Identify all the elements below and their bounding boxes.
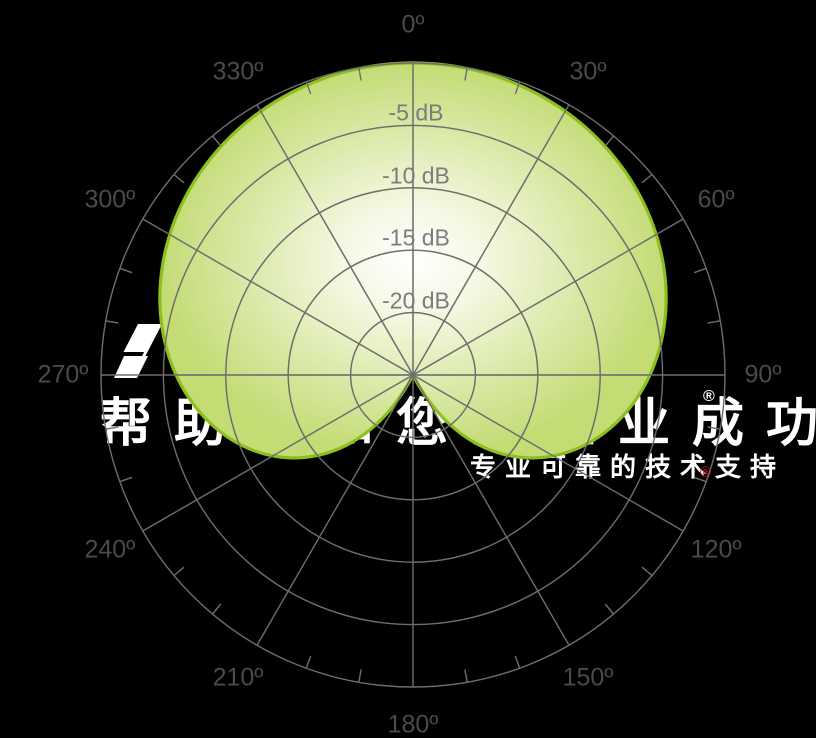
radial-tick-label-15db: -15 dB	[382, 224, 450, 251]
angular-tick-label-60: 60º	[697, 185, 735, 214]
angular-tick-label-300: 300º	[84, 185, 136, 214]
angular-tick-label-0: 0º	[401, 10, 425, 39]
angular-tick-label-180: 180º	[387, 710, 439, 738]
angular-tick-label-240: 240º	[84, 535, 136, 564]
radial-tick-label-5db: -5 dB	[388, 99, 444, 126]
radial-tick-label-10db: -10 dB	[382, 162, 450, 189]
angular-tick-label-210: 210º	[212, 663, 264, 692]
angular-tick-label-150: 150º	[562, 663, 614, 692]
radial-tick-label-20db: -20 dB	[382, 287, 450, 314]
polar-grid	[100, 62, 726, 688]
angular-tick-label-90: 90º	[744, 360, 782, 389]
angular-tick-label-270: 270º	[37, 360, 89, 389]
angular-tick-label-330: 330º	[212, 57, 264, 86]
angular-tick-label-30: 30º	[569, 57, 607, 86]
angular-minor-ticks	[105, 67, 721, 683]
angular-tick-label-120: 120º	[690, 535, 742, 564]
